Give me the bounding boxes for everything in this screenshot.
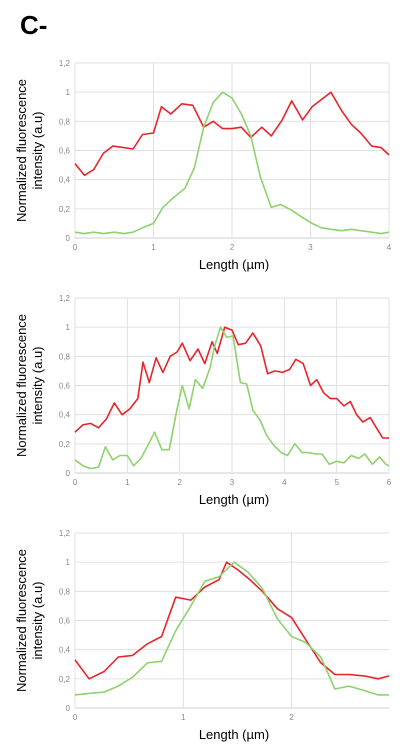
y-tick-label: 0,2 [59,205,71,214]
y-axis-label: Normalized fluorescenceintensity (a.u) [14,79,45,222]
x-tick-label: 0 [73,478,78,487]
x-tick-label: 1 [181,713,186,722]
y-tick-label: 1,2 [59,294,71,303]
x-tick-label: 5 [334,478,339,487]
x-tick-label: 1 [125,478,130,487]
y-tick-label: 0,2 [59,440,71,449]
y-tick-label: 1 [66,558,71,567]
y-axis-label-line: intensity (a.u) [30,581,45,659]
y-tick-label: 0,8 [59,117,71,126]
x-tick-label: 4 [387,243,392,252]
y-axis-label-line: Normalized fluorescence [14,79,29,222]
y-tick-label: 0 [66,704,71,713]
y-tick-label: 0,6 [59,147,71,156]
y-tick-label: 1,2 [59,59,71,68]
x-tick-label: 3 [308,243,313,252]
x-tick-label: 2 [177,478,182,487]
y-axis-label-line: Normalized fluorescence [14,549,29,692]
x-axis-label: Length (µm) [199,727,269,742]
x-tick-label: 0 [73,243,78,252]
y-axis-label: Normalized fluorescenceintensity (a.u) [14,549,45,692]
panel-label: C- [20,10,48,40]
x-tick-label: 2 [230,243,235,252]
x-axis-label: Length (µm) [199,492,269,507]
y-tick-label: 0,8 [59,352,71,361]
series-line-red [74,326,389,439]
x-tick-label: 0 [73,713,78,722]
series-line-green [74,326,390,470]
y-tick-label: 0,2 [59,675,71,684]
x-tick-label: 4 [282,478,287,487]
y-tick-label: 0,6 [59,382,71,391]
series-line-red [74,91,390,177]
y-tick-label: 0,8 [59,587,71,596]
y-tick-label: 0 [66,469,71,478]
y-tick-label: 1 [66,88,71,97]
y-tick-label: 0 [66,234,71,243]
x-tick-label: 6 [387,478,392,487]
y-tick-label: 0,4 [59,176,71,185]
profile-chart-bottom: 0 0,2 0,4 0,6 0,8 1 1,2 0 1 2 Length (µm) Normalize… [14,529,390,742]
x-axis-label: Length (µm) [199,257,269,272]
profile-chart-top: 0 0,2 0,4 0,6 0,8 1 1,2 0 1 2 3 4 Length (µm) Normali… [14,59,392,272]
y-axis-label-line: Normalized fluorescence [14,314,29,457]
y-axis-label-line: intensity (a.u) [30,346,45,424]
x-tick-label: 3 [230,478,235,487]
profile-chart-middle: 0 0,2 0,4 0,6 0,8 1 1,2 0 1 2 3 4 5 6 Length (µm) Norma… [14,294,392,507]
series-line-red [74,561,390,680]
y-tick-label: 0,4 [59,646,71,655]
x-tick-label: 1 [151,243,156,252]
y-tick-label: 0,4 [59,411,71,420]
series-line-green [74,561,389,696]
y-axis-label-line: intensity (a.u) [30,111,45,189]
y-axis-label: Normalized fluorescenceintensity (a.u) [14,314,45,457]
x-tick-label: 2 [289,713,294,722]
y-tick-label: 0,6 [59,617,71,626]
series-line-green [74,91,390,235]
y-tick-label: 1 [66,323,71,332]
y-tick-label: 1,2 [59,529,71,538]
